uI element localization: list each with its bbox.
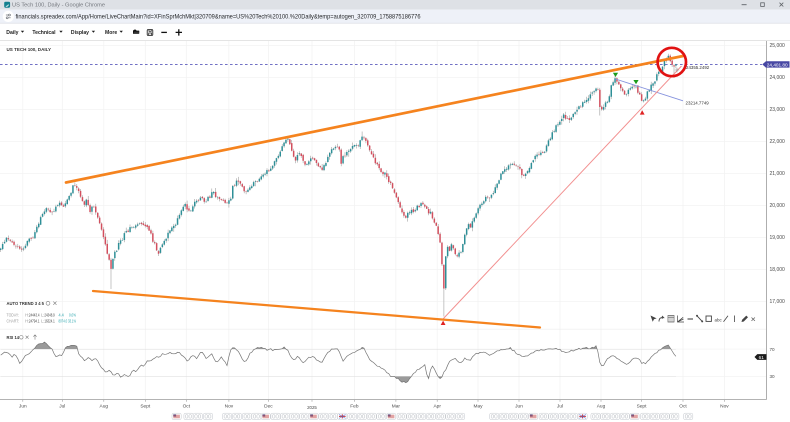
svg-text:Feb: Feb [350,403,359,409]
svg-text:Dec: Dec [264,403,273,409]
svg-text:Nov: Nov [225,403,234,409]
svg-text:Nov: Nov [720,403,729,409]
svg-text:Sept: Sept [637,403,648,409]
svg-text:24348.9: 24348.9 [44,312,55,317]
svg-text:24,401.80: 24,401.80 [767,62,788,67]
svg-text:Jun: Jun [19,403,27,409]
svg-text:Display: Display [71,30,89,36]
svg-text:abc: abc [715,317,723,322]
svg-text:Mar: Mar [392,403,401,409]
svg-text:23,000: 23,000 [770,107,786,113]
svg-text:61: 61 [759,355,765,360]
svg-text:H:: H: [25,312,29,317]
svg-text:Technical: Technical [32,30,56,36]
svg-text:More: More [105,30,117,36]
svg-text:H:: H: [25,318,29,323]
svg-text:21,000: 21,000 [770,171,786,177]
svg-text:TODAY:: TODAY: [7,312,20,317]
svg-text:AUTO TREND 3 4 5: AUTO TREND 3 4 5 [7,301,45,306]
svg-text:20,000: 20,000 [770,203,786,209]
svg-text:2025: 2025 [307,405,317,410]
svg-text:22,000: 22,000 [770,139,786,145]
svg-text:Aug: Aug [597,403,606,409]
svg-text:23214.7749: 23214.7749 [686,100,710,105]
svg-text:19,000: 19,000 [770,235,786,241]
svg-text:CHART:: CHART: [7,318,20,323]
svg-text:L:: L: [41,318,44,323]
svg-text:Aug: Aug [100,403,109,409]
svg-text:Daily: Daily [6,30,18,36]
svg-text:24794.1: 24794.1 [29,318,40,323]
svg-text:0.0%: 0.0% [69,312,76,317]
svg-text:Jul: Jul [557,403,563,409]
svg-text:25,000: 25,000 [770,43,786,49]
svg-text:May: May [473,403,483,409]
svg-text:Apr: Apr [433,403,441,409]
svg-text:Oct: Oct [679,403,687,409]
svg-text:financials.spreadex.com/App/Ho: financials.spreadex.com/App/Home/LiveCha… [16,14,421,21]
svg-text:70: 70 [770,347,776,352]
svg-text:L:: L: [41,312,44,317]
svg-text:8074.0 33.1%: 8074.0 33.1% [59,318,77,323]
svg-text:US Tech 100, Daily - Google Ch: US Tech 100, Daily - Google Chrome [12,3,105,9]
svg-text:24443.4: 24443.4 [29,312,40,317]
svg-text:17,000: 17,000 [770,299,786,305]
svg-text:24355.2492: 24355.2492 [686,65,710,70]
svg-text:24,000: 24,000 [770,75,786,81]
svg-text:Sept: Sept [140,403,151,409]
svg-text:4.4: 4.4 [59,312,65,317]
svg-text:18,000: 18,000 [770,267,786,273]
svg-text:30: 30 [770,374,776,379]
svg-text:US TECH 100, DAILY: US TECH 100, DAILY [7,47,52,53]
svg-text:RSI 14: RSI 14 [7,335,20,340]
svg-text:16324.1: 16324.1 [44,318,55,323]
svg-text:Jun: Jun [515,403,523,409]
svg-text:Oct: Oct [183,403,191,409]
svg-text:Jul: Jul [59,403,65,409]
